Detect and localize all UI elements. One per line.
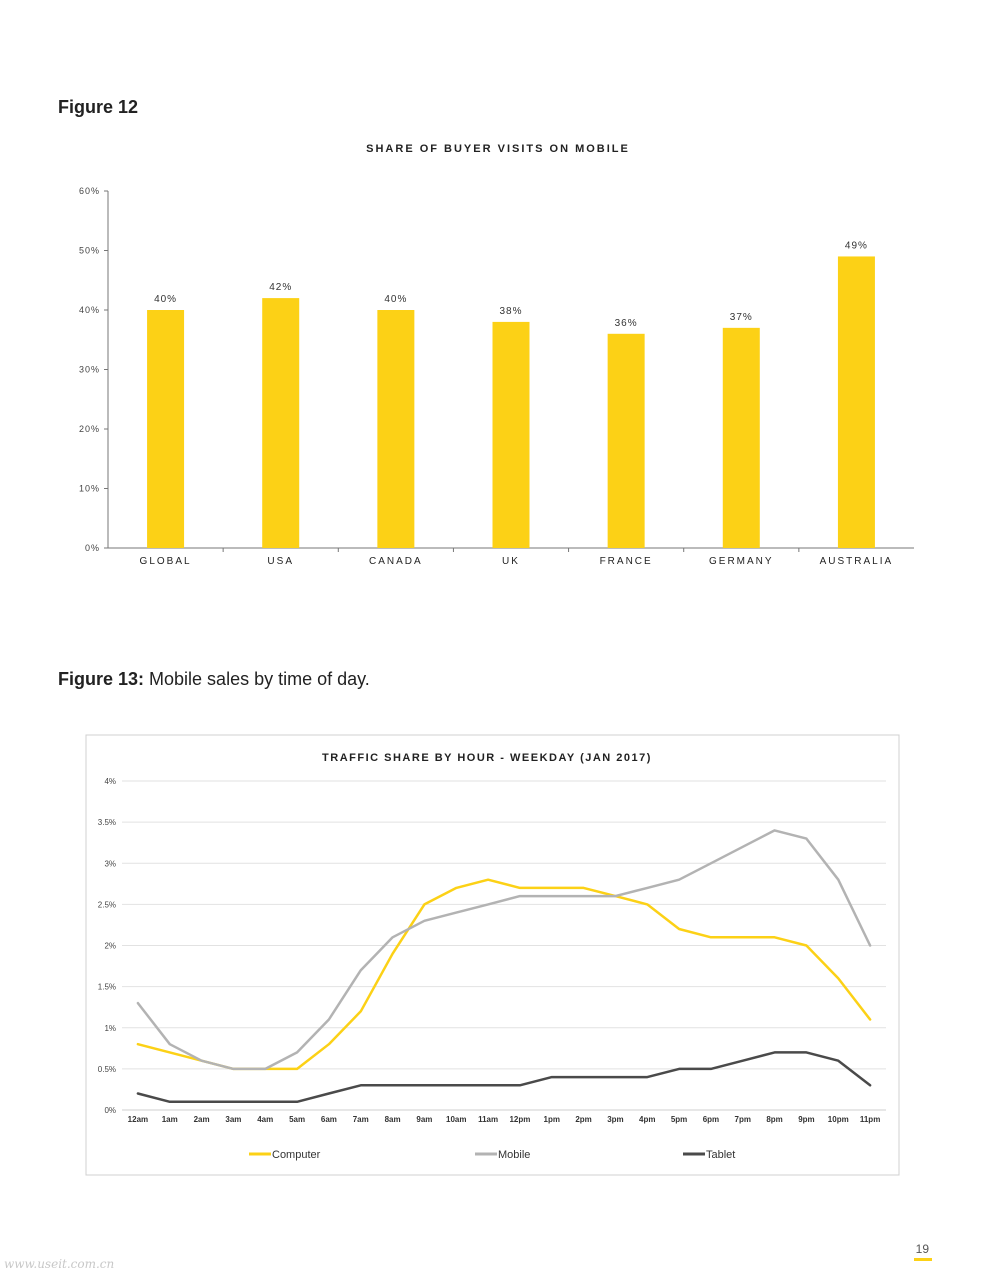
x-tick-label: 9am xyxy=(416,1115,432,1124)
x-category-label: UK xyxy=(502,556,520,567)
series-line-mobile xyxy=(136,829,872,1071)
x-tick-label: 4am xyxy=(257,1115,273,1124)
figure-13-caption: Mobile sales by time of day. xyxy=(144,669,370,689)
x-tick-label: 8pm xyxy=(766,1115,782,1124)
x-tick-label: 10pm xyxy=(828,1115,849,1124)
x-tick-label: 5am xyxy=(289,1115,305,1124)
x-tick-label: 11am xyxy=(478,1115,498,1124)
page-number-underline xyxy=(914,1258,932,1261)
bar-data-label: 49% xyxy=(845,240,868,251)
chart-title: SHARE OF BUYER VISITS ON MOBILE xyxy=(366,143,630,155)
figure-13-heading: Figure 13: Mobile sales by time of day. xyxy=(58,669,370,690)
x-tick-label: 12am xyxy=(128,1115,148,1124)
x-tick-label: 11pm xyxy=(860,1115,880,1124)
bar-uk xyxy=(492,321,530,548)
bar-australia xyxy=(837,256,875,548)
y-tick-label: 0% xyxy=(85,543,100,553)
y-tick-label: 0% xyxy=(104,1106,116,1115)
x-category-label: CANADA xyxy=(369,556,423,567)
y-tick-label: 4% xyxy=(104,777,116,786)
y-tick-label: 1.5% xyxy=(98,983,116,992)
page-number: 19 xyxy=(915,1242,929,1256)
y-tick-label: 3% xyxy=(104,859,116,868)
x-tick-label: 10am xyxy=(446,1115,466,1124)
traffic-share-line-chart: TRAFFIC SHARE BY HOUR - WEEKDAY (JAN 201… xyxy=(85,734,900,1176)
bar-data-label: 40% xyxy=(384,294,407,305)
legend-label: Tablet xyxy=(706,1149,735,1161)
x-category-label: USA xyxy=(267,556,294,567)
y-tick-label: 0.5% xyxy=(98,1065,116,1074)
chart-title: TRAFFIC SHARE BY HOUR - WEEKDAY (JAN 201… xyxy=(322,752,652,764)
x-category-label: GERMANY xyxy=(709,556,774,567)
y-tick-label: 2% xyxy=(104,942,116,951)
bar-france xyxy=(607,333,645,548)
series-line-tablet xyxy=(136,1051,872,1104)
x-tick-label: 6pm xyxy=(703,1115,719,1124)
bar-global xyxy=(147,310,185,548)
x-tick-label: 12pm xyxy=(509,1115,530,1124)
x-tick-label: 1am xyxy=(162,1115,178,1124)
x-tick-label: 3am xyxy=(225,1115,241,1124)
legend-label: Mobile xyxy=(498,1149,530,1161)
chart-frame xyxy=(85,734,900,1176)
x-tick-label: 3pm xyxy=(607,1115,623,1124)
bar-usa xyxy=(262,298,300,548)
bar-data-label: 37% xyxy=(730,312,753,323)
y-tick-label: 20% xyxy=(79,424,100,434)
x-tick-label: 6am xyxy=(321,1115,337,1124)
bar-germany xyxy=(722,327,760,548)
x-category-label: FRANCE xyxy=(600,556,653,567)
y-tick-label: 1% xyxy=(104,1024,116,1033)
buyer-visits-bar-chart: SHARE OF BUYER VISITS ON MOBILE 0% 10% 20% 3… xyxy=(79,143,914,567)
x-tick-label: 9pm xyxy=(798,1115,814,1124)
bar-data-label: 36% xyxy=(615,318,638,329)
figure-12-heading: Figure 12 xyxy=(58,97,138,118)
bar-canada xyxy=(377,310,415,548)
y-tick-label: 60% xyxy=(79,186,100,196)
y-tick-label: 10% xyxy=(79,484,100,494)
x-tick-label: 4pm xyxy=(639,1115,655,1124)
bar-data-label: 42% xyxy=(269,282,292,293)
legend-label: Computer xyxy=(272,1149,321,1161)
y-tick-label: 50% xyxy=(79,246,100,256)
y-tick-label: 3.5% xyxy=(98,818,116,827)
bar-data-label: 38% xyxy=(499,306,522,317)
x-tick-label: 5pm xyxy=(671,1115,687,1124)
y-tick-label: 2.5% xyxy=(98,900,116,909)
x-tick-label: 2am xyxy=(194,1115,210,1124)
bar-data-label: 40% xyxy=(154,294,177,305)
figure-13-label: Figure 13: xyxy=(58,669,145,689)
y-tick-label: 40% xyxy=(79,305,100,315)
x-category-label: GLOBAL xyxy=(140,556,192,567)
x-tick-label: 2pm xyxy=(575,1115,591,1124)
watermark: www.useit.com.cn xyxy=(4,1257,115,1271)
y-tick-label: 30% xyxy=(79,365,100,375)
x-tick-label: 7am xyxy=(353,1115,369,1124)
x-tick-label: 8am xyxy=(385,1115,401,1124)
x-tick-label: 1pm xyxy=(544,1115,560,1124)
x-category-label: AUSTRALIA xyxy=(820,556,894,567)
figure-12-label: Figure 12 xyxy=(58,97,139,117)
x-tick-label: 7pm xyxy=(735,1115,751,1124)
